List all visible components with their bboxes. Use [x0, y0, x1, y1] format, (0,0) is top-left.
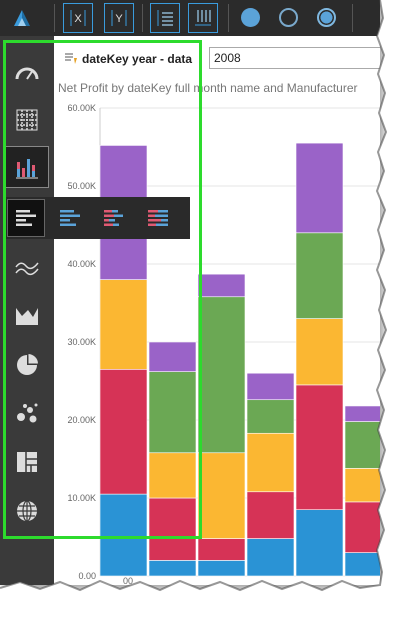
bar-segment[interactable]	[295, 509, 344, 577]
bar-horizontal-blue-button[interactable]	[52, 200, 88, 236]
bar-segment[interactable]	[295, 384, 344, 510]
bar-segment[interactable]	[246, 399, 295, 434]
bar-chart: 0.00 10.00K 20.00K 30.00K 40.00K 50.00K 60.00K…	[67, 103, 380, 585]
bar-segment[interactable]	[246, 538, 295, 577]
y-tick-label: 0.00	[78, 571, 96, 581]
bar-stacked-button[interactable]	[96, 200, 132, 236]
bar-horizontal-button[interactable]	[7, 199, 45, 237]
bar-segment[interactable]	[99, 368, 148, 495]
bar-segment[interactable]	[99, 493, 148, 577]
app-window: X Y	[0, 0, 380, 585]
y-tick-label: 30.00K	[67, 337, 96, 347]
y-tick-label: 50.00K	[67, 181, 96, 191]
bar-segment[interactable]	[344, 468, 380, 503]
y-tick-label: 20.00K	[67, 415, 96, 425]
bar-segment[interactable]	[246, 372, 295, 401]
bar-segment[interactable]	[148, 560, 197, 577]
y-tick-label: 60.00K	[67, 103, 96, 113]
bar-segment[interactable]	[197, 560, 246, 577]
bar-segment[interactable]	[148, 497, 197, 561]
bar-segment[interactable]	[344, 501, 380, 553]
bar-type-flyout	[4, 197, 190, 239]
bar-segment[interactable]	[246, 432, 295, 493]
bar-segment[interactable]	[197, 273, 246, 298]
bar-segment[interactable]	[197, 296, 246, 454]
bar-horizontal-blue-icon	[60, 210, 80, 226]
bar-segment[interactable]	[344, 405, 380, 422]
bar-segment[interactable]	[148, 452, 197, 499]
bar-segment[interactable]	[148, 371, 197, 454]
bar-segment[interactable]	[197, 538, 246, 561]
bar-segment[interactable]	[295, 318, 344, 386]
bar-segment[interactable]	[197, 452, 246, 539]
bar-horizontal-icon	[16, 210, 36, 226]
bar-stacked-100-button[interactable]	[140, 200, 176, 236]
bar-segment[interactable]	[344, 421, 380, 469]
bar-stacked-icon	[104, 210, 123, 226]
x-tick-label: 00	[123, 576, 133, 585]
bar-segment[interactable]	[295, 232, 344, 319]
bar-stacked-100-icon	[148, 210, 168, 226]
bar-segment[interactable]	[344, 552, 380, 577]
bar-segment[interactable]	[148, 341, 197, 372]
y-tick-label: 40.00K	[67, 259, 96, 269]
bar-segment[interactable]	[246, 491, 295, 539]
bar-segment[interactable]	[295, 142, 344, 234]
bar-segment[interactable]	[99, 279, 148, 370]
y-tick-label: 10.00K	[67, 493, 96, 503]
